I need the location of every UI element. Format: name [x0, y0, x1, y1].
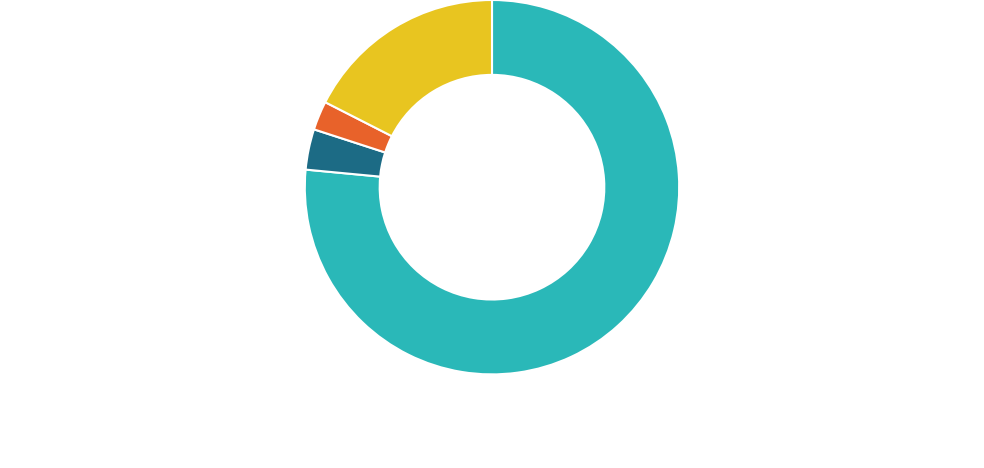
Wedge shape — [314, 102, 392, 153]
Wedge shape — [306, 129, 385, 176]
Wedge shape — [325, 0, 492, 136]
Wedge shape — [305, 0, 679, 374]
